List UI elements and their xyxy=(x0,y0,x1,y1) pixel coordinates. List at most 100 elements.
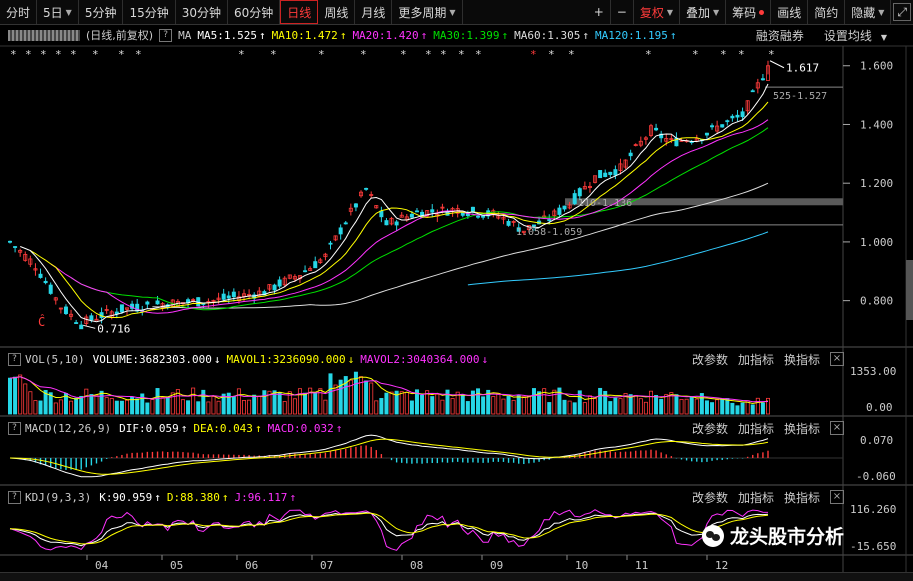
volume-bar xyxy=(394,390,399,415)
candle-body xyxy=(374,205,379,209)
arrow-down-icon: ↓ xyxy=(213,352,221,366)
volume-bar xyxy=(750,404,755,415)
bottom-scrollbar[interactable] xyxy=(0,572,913,581)
tab-15min[interactable]: 15分钟 xyxy=(123,0,176,24)
volume-bar xyxy=(175,389,180,415)
volume-bar xyxy=(735,405,740,415)
kdj-k: K:90.959 xyxy=(99,490,153,504)
arrow-up-icon: ↑ xyxy=(221,490,229,504)
price-axis-label: 0.800 xyxy=(860,295,893,308)
candle-body xyxy=(628,152,633,157)
event-star-icon: * xyxy=(10,48,17,61)
arrow-up-icon: ↑ xyxy=(420,28,428,42)
chevron-down-icon: ▼ xyxy=(880,32,887,42)
volume-bar xyxy=(710,402,715,415)
candle-body xyxy=(547,219,552,221)
volume-bar xyxy=(165,396,170,415)
candle-body xyxy=(577,188,582,197)
help-icon[interactable]: ? xyxy=(159,28,173,42)
close-icon[interactable]: × xyxy=(830,490,844,504)
switch-indicator-button[interactable]: 换指标 xyxy=(783,352,820,367)
candle-body xyxy=(211,299,216,302)
chouma-button[interactable]: 筹码 xyxy=(726,0,772,24)
range-label-2: 110-1.136 xyxy=(578,198,632,209)
yincang-button[interactable]: 隐藏 ▼ xyxy=(845,0,892,24)
change-params-button[interactable]: 改参数 xyxy=(691,421,728,436)
tab-daily[interactable]: 日线 xyxy=(280,0,319,24)
tab-5min[interactable]: 5分钟 xyxy=(79,0,124,24)
add-indicator-button[interactable]: 加指标 xyxy=(737,421,774,436)
candle-body xyxy=(470,206,475,212)
volume-bar xyxy=(277,391,282,415)
event-star-icon: * xyxy=(458,48,465,61)
volume-bar xyxy=(109,398,114,415)
huaxian-button[interactable]: 画线 xyxy=(771,0,809,24)
switch-indicator-button[interactable]: 换指标 xyxy=(783,490,820,505)
volume-bar xyxy=(654,395,659,415)
candle-body xyxy=(94,318,99,321)
volume-bar xyxy=(623,393,628,415)
candle-body xyxy=(750,90,755,93)
candle-body xyxy=(552,210,557,217)
switch-indicator-button[interactable]: 换指标 xyxy=(783,421,820,436)
volume-bar xyxy=(618,398,623,415)
volume-bar xyxy=(445,389,450,415)
volume-bar xyxy=(755,397,760,415)
volume-bar xyxy=(369,382,374,415)
candle-body xyxy=(231,291,236,298)
tab-monthly[interactable]: 月线 xyxy=(355,0,393,24)
candle-body xyxy=(338,227,343,235)
close-icon[interactable]: × xyxy=(830,352,844,366)
candle-body xyxy=(333,235,338,241)
volume-bar xyxy=(196,401,201,415)
candle-body xyxy=(735,114,740,118)
candle-body xyxy=(710,125,715,128)
tab-5ri[interactable]: 5日 ▼ xyxy=(37,0,79,24)
shezhi-link[interactable]: 设置均线 ▼ xyxy=(824,27,893,44)
change-params-button[interactable]: 改参数 xyxy=(691,352,728,367)
rongzi-link[interactable]: 融资融券 xyxy=(755,28,804,43)
candle-body xyxy=(608,171,613,175)
volume-bar xyxy=(308,387,313,415)
fuquan-button[interactable]: 复权 ▼ xyxy=(634,0,680,24)
kdj-axis-bottom: -15.650 xyxy=(850,540,896,553)
add-indicator-button[interactable]: 加指标 xyxy=(737,352,774,367)
price-axis-label: 1.400 xyxy=(860,118,893,131)
volume-bar xyxy=(145,402,150,415)
vol-mavol2: MAVOL2:3040364.000 xyxy=(360,352,480,366)
candle-body xyxy=(343,222,348,225)
ma10-value: MA10:1.472 xyxy=(271,28,338,42)
close-icon[interactable]: × xyxy=(830,421,844,435)
tab-weekly[interactable]: 周线 xyxy=(318,0,356,24)
tab-60min[interactable]: 60分钟 xyxy=(228,0,281,24)
jianyue-button[interactable]: 简约 xyxy=(808,0,846,24)
candle-body xyxy=(725,120,730,123)
fullscreen-icon[interactable]: ⤢ xyxy=(893,3,911,21)
volume-bar xyxy=(669,392,674,415)
tab-30min[interactable]: 30分钟 xyxy=(176,0,229,24)
arrow-up-icon: ↑ xyxy=(669,28,677,42)
volume-bar xyxy=(476,388,481,415)
volume-bar xyxy=(38,400,43,415)
help-icon[interactable]: ? xyxy=(8,421,21,435)
zoom-out-button[interactable]: − xyxy=(611,0,634,24)
diejia-button[interactable]: 叠加 ▼ xyxy=(680,0,727,24)
event-star-icon: * xyxy=(738,48,745,61)
tab-fenshi[interactable]: 分时 xyxy=(0,0,38,24)
volume-bar xyxy=(48,392,53,415)
add-indicator-button[interactable]: 加指标 xyxy=(737,490,774,505)
change-params-button[interactable]: 改参数 xyxy=(691,490,728,505)
macd-axis-top: 0.070 xyxy=(860,434,893,447)
volume-bar xyxy=(572,402,577,415)
macd-panel-header: ? MACD(12,26,9) DIF:0.059 ↑ DEA:0.043 ↑ MA… xyxy=(0,419,850,437)
volume-bar xyxy=(648,390,653,415)
zoom-in-button[interactable]: + xyxy=(588,0,611,24)
volume-bar xyxy=(267,390,272,415)
event-star-icon: * xyxy=(568,48,575,61)
help-icon[interactable]: ? xyxy=(8,352,21,366)
volume-bar xyxy=(135,398,140,415)
tab-more-periods[interactable]: 更多周期 ▼ xyxy=(392,0,463,24)
help-icon[interactable]: ? xyxy=(8,490,21,504)
volume-bar xyxy=(516,395,521,415)
